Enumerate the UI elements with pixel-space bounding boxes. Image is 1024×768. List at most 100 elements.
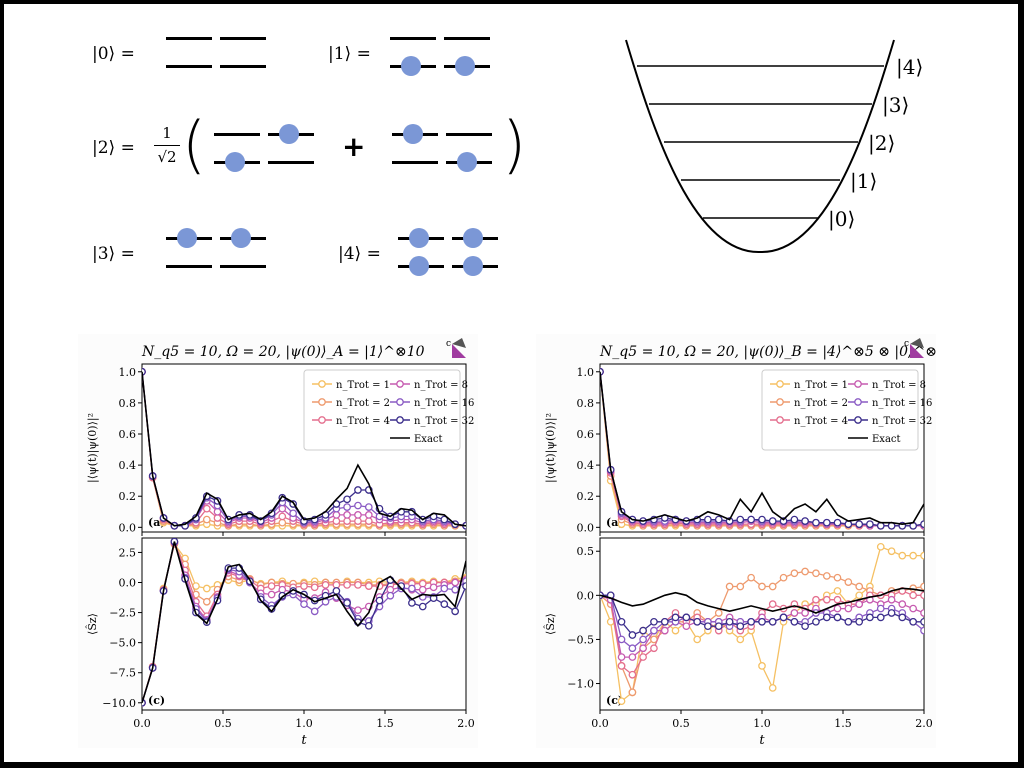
data-point [920,609,924,617]
legend-item: n_Trot = 1 [312,380,390,391]
series-exact [600,587,924,614]
legend-marker [318,398,326,406]
chart-logo-icon: c [904,338,924,358]
data-point [300,600,308,609]
right-paren: ) [502,108,527,181]
data-point [855,591,864,600]
data-point [714,609,723,617]
legend-item: n_Trot = 16 [848,398,932,409]
data-point [833,613,842,622]
data-point [639,626,647,635]
data-point [354,511,362,519]
chart-title: N_q5 = 10, Ω = 20, |ψ(0)⟩_A = |1⟩^⊗10 [141,344,425,360]
series-exact [600,371,924,526]
data-point [408,584,416,593]
plus-sign: + [342,130,366,163]
y-axis-label: ⟨Ŝz⟩ [85,613,99,635]
data-point [725,617,734,626]
data-point [833,595,842,604]
data-point [628,688,637,697]
data-point [354,501,362,510]
data-point [628,670,637,679]
data-point [202,515,211,524]
data-point [855,520,864,529]
data-point [704,622,712,631]
data-point [650,626,658,635]
data-point [682,622,691,631]
legend-item: n_Trot = 2 [770,398,848,409]
legend-label: Exact [872,434,901,445]
chart-left-panel: N_q5 = 10, Ω = 20, |ψ(0)⟩_A = |1⟩^⊗10 c 0.… [78,334,478,748]
y-tick-label: 1.0 [577,366,595,379]
data-point [704,515,712,524]
particle-dot [279,124,299,144]
legend-marker [854,398,862,406]
level-line [166,37,212,40]
data-point [386,591,395,600]
data-point [332,517,341,525]
data-point [779,613,788,622]
data-point [768,600,777,609]
data-point [639,635,647,644]
x-tick-label: 0.5 [214,717,232,730]
data-point [617,635,626,644]
ket-1-label: |1⟩ = [328,44,371,64]
particle-dot [403,124,423,144]
data-point [617,697,626,706]
data-point [920,626,924,635]
data-point [660,626,669,635]
fraction-numerator: 1 [162,124,172,142]
data-point [418,602,427,611]
data-point [758,582,766,591]
data-point [747,515,755,524]
bottom-axes-frame [141,537,467,711]
potential-curve [625,39,895,254]
data-point [693,617,702,626]
data-point [364,621,373,630]
data-point [278,518,287,527]
level-line [392,161,438,164]
data-point [300,582,308,590]
legend-label: n_Trot = 16 [872,398,932,409]
y-tick-label: 0.6 [577,428,595,441]
legend-label: n_Trot = 4 [794,416,848,427]
legend-label: n_Trot = 1 [794,380,848,391]
data-point [693,635,702,644]
legend-marker [854,380,862,388]
data-point [714,622,723,631]
chart-right: N_q5 = 10, Ω = 20, |ψ(0)⟩_B = |4⟩^⊗5 ⊗ |… [543,338,954,748]
data-point [628,644,637,653]
logo-letter: c [904,339,909,349]
particle-dot [463,256,483,276]
level-line [166,65,212,68]
x-tick-label: 1.5 [834,717,852,730]
y-tick-label: 0.2 [577,490,595,503]
ket-2-label: |2⟩ = [92,138,135,158]
y-tick-label: −7.5 [109,667,136,680]
data-point [343,495,351,504]
legend-item: n_Trot = 32 [390,416,474,427]
level-line [166,265,212,268]
y-tick-label: 0.0 [577,589,595,602]
legend-marker [396,398,404,406]
data-point [462,582,466,590]
data-point [887,595,896,604]
level-line [220,265,266,268]
data-point [202,584,211,593]
left-paren: ( [182,108,207,181]
data-point [909,617,917,626]
legend-item: n_Trot = 4 [770,416,848,427]
legend-item: n_Trot = 8 [390,380,468,391]
data-point [714,515,723,524]
fraction-denominator: √2 [157,148,177,166]
data-point [202,504,211,513]
data-point [876,604,885,613]
data-point [758,617,766,626]
data-point [408,599,416,607]
well-label-3: |3⟩ [882,93,909,118]
legend-box [761,369,919,451]
data-point [876,521,885,530]
data-point [639,644,647,653]
data-point [628,631,637,639]
y-tick-label: −5.0 [109,637,136,650]
